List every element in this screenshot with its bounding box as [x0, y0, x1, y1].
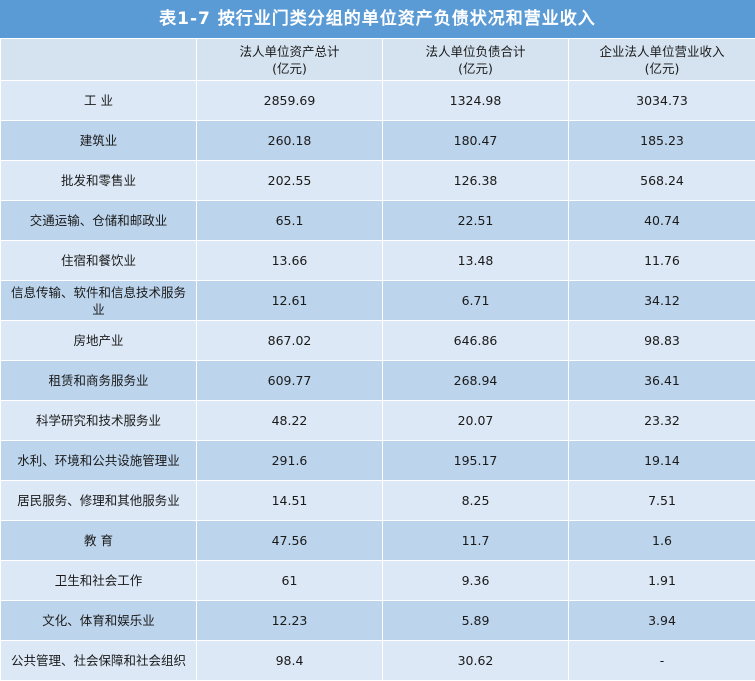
industry-cell: 批发和零售业 — [0, 160, 197, 201]
table-row: 工 业 2859.69 1324.98 3034.73 — [0, 80, 755, 121]
header-unit: (亿元) — [272, 60, 307, 76]
total-liabilities-cell: 646.86 — [382, 320, 569, 361]
industry-cell: 公共管理、社会保障和社会组织 — [0, 640, 197, 681]
industry-cell: 建筑业 — [0, 120, 197, 161]
industry-cell: 科学研究和技术服务业 — [0, 400, 197, 441]
total-liabilities-cell: 195.17 — [382, 440, 569, 481]
industry-cell: 卫生和社会工作 — [0, 560, 197, 601]
table-row: 水利、环境和公共设施管理业 291.6 195.17 19.14 — [0, 440, 755, 481]
total-assets-cell: 14.51 — [196, 480, 383, 521]
table-row: 建筑业 260.18 180.47 185.23 — [0, 120, 755, 161]
table-row: 交通运输、仓储和邮政业 65.1 22.51 40.74 — [0, 200, 755, 241]
total-liabilities-cell: 1324.98 — [382, 80, 569, 121]
operating-revenue-cell: 1.6 — [568, 520, 755, 561]
header-cell-total-assets: 法人单位资产总计 (亿元) — [196, 38, 383, 81]
operating-revenue-cell: 19.14 — [568, 440, 755, 481]
total-assets-cell: 13.66 — [196, 240, 383, 281]
total-liabilities-cell: 9.36 — [382, 560, 569, 601]
total-assets-cell: 47.56 — [196, 520, 383, 561]
industry-cell: 住宿和餐饮业 — [0, 240, 197, 281]
industry-cell: 租赁和商务服务业 — [0, 360, 197, 401]
industry-cell: 信息传输、软件和信息技术服务业 — [0, 280, 197, 321]
total-liabilities-cell: 30.62 — [382, 640, 569, 681]
table-row: 科学研究和技术服务业 48.22 20.07 23.32 — [0, 400, 755, 441]
total-liabilities-cell: 126.38 — [382, 160, 569, 201]
industry-cell: 交通运输、仓储和邮政业 — [0, 200, 197, 241]
operating-revenue-cell: 98.83 — [568, 320, 755, 361]
total-liabilities-cell: 180.47 — [382, 120, 569, 161]
table-row: 公共管理、社会保障和社会组织 98.4 30.62- — [0, 640, 755, 681]
table-row: 房地产业 867.02 646.86 98.83 — [0, 320, 755, 361]
total-liabilities-cell: 11.7 — [382, 520, 569, 561]
total-assets-cell: 202.55 — [196, 160, 383, 201]
operating-revenue-cell: 3034.73 — [568, 80, 755, 121]
header-cell-operating-revenue: 企业法人单位营业收入 (亿元) — [568, 38, 755, 81]
operating-revenue-cell: 3.94 — [568, 600, 755, 641]
total-assets-cell: 260.18 — [196, 120, 383, 161]
total-assets-cell: 61 — [196, 560, 383, 601]
operating-revenue-cell: 36.41 — [568, 360, 755, 401]
header-cell-industry — [0, 38, 197, 81]
total-liabilities-cell: 268.94 — [382, 360, 569, 401]
header-label: 法人单位资产总计 — [239, 43, 340, 59]
total-assets-cell: 2859.69 — [196, 80, 383, 121]
total-assets-cell: 291.6 — [196, 440, 383, 481]
table-row: 文化、体育和娱乐业 12.23 5.89 3.94 — [0, 600, 755, 641]
industry-cell: 居民服务、修理和其他服务业 — [0, 480, 197, 521]
total-assets-cell: 867.02 — [196, 320, 383, 361]
operating-revenue-cell: 23.32 — [568, 400, 755, 441]
table-body: 工 业 2859.69 1324.98 3034.73 建筑业 260.18 180.47 1… — [0, 80, 755, 681]
table-row: 住宿和餐饮业 13.66 13.48 11.76 — [0, 240, 755, 281]
table-row: 教 育 47.56 11.7 1.6 — [0, 520, 755, 561]
operating-revenue-cell: 1.91 — [568, 560, 755, 601]
total-assets-cell: 48.22 — [196, 400, 383, 441]
total-liabilities-cell: 22.51 — [382, 200, 569, 241]
industry-cell: 工 业 — [0, 80, 197, 121]
total-liabilities-cell: 8.25 — [382, 480, 569, 521]
table-row: 信息传输、软件和信息技术服务业 12.61 6.71 34.12 — [0, 280, 755, 321]
industry-cell: 教 育 — [0, 520, 197, 561]
table-row: 居民服务、修理和其他服务业 14.51 8.25 7.51 — [0, 480, 755, 521]
operating-revenue-cell: - — [568, 640, 755, 681]
header-label: 企业法人单位营业收入 — [599, 43, 725, 59]
industry-cell: 房地产业 — [0, 320, 197, 361]
header-label: 法人单位负债合计 — [425, 43, 526, 59]
header-cell-total-liabilities: 法人单位负债合计 (亿元) — [382, 38, 569, 81]
total-assets-cell: 65.1 — [196, 200, 383, 241]
operating-revenue-cell: 568.24 — [568, 160, 755, 201]
data-table: 法人单位资产总计 (亿元) 法人单位负债合计 (亿元) 企业法人单位营业收入 (… — [0, 38, 755, 681]
total-assets-cell: 609.77 — [196, 360, 383, 401]
total-liabilities-cell: 13.48 — [382, 240, 569, 281]
operating-revenue-cell: 34.12 — [568, 280, 755, 321]
total-liabilities-cell: 5.89 — [382, 600, 569, 641]
total-assets-cell: 98.4 — [196, 640, 383, 681]
operating-revenue-cell: 185.23 — [568, 120, 755, 161]
operating-revenue-cell: 40.74 — [568, 200, 755, 241]
table-row: 卫生和社会工作 61 9.36 1.91 — [0, 560, 755, 601]
table-row: 租赁和商务服务业 609.77 268.94 36.41 — [0, 360, 755, 401]
total-liabilities-cell: 6.71 — [382, 280, 569, 321]
total-assets-cell: 12.61 — [196, 280, 383, 321]
table-title: 表1-7 按行业门类分组的单位资产负债状况和营业收入 — [0, 0, 755, 38]
operating-revenue-cell: 11.76 — [568, 240, 755, 281]
header-unit: (亿元) — [644, 60, 680, 76]
table-row: 批发和零售业 202.55 126.38 568.24 — [0, 160, 755, 201]
total-liabilities-cell: 20.07 — [382, 400, 569, 441]
industry-cell: 文化、体育和娱乐业 — [0, 600, 197, 641]
header-unit: (亿元) — [458, 60, 493, 76]
industry-cell: 水利、环境和公共设施管理业 — [0, 440, 197, 481]
header-row: 法人单位资产总计 (亿元) 法人单位负债合计 (亿元) 企业法人单位营业收入 (… — [0, 38, 755, 81]
operating-revenue-cell: 7.51 — [568, 480, 755, 521]
total-assets-cell: 12.23 — [196, 600, 383, 641]
